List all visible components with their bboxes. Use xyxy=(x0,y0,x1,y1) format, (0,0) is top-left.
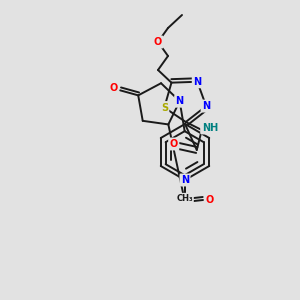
Text: N: N xyxy=(202,101,210,111)
Text: O: O xyxy=(109,83,117,93)
Text: CH₃: CH₃ xyxy=(176,194,193,203)
Text: S: S xyxy=(161,103,168,112)
Text: O: O xyxy=(169,139,178,149)
Text: N: N xyxy=(193,77,201,87)
Text: N: N xyxy=(181,175,189,185)
Text: N: N xyxy=(176,96,184,106)
Text: O: O xyxy=(154,37,162,47)
Text: NH: NH xyxy=(202,123,218,133)
Text: O: O xyxy=(206,195,214,205)
